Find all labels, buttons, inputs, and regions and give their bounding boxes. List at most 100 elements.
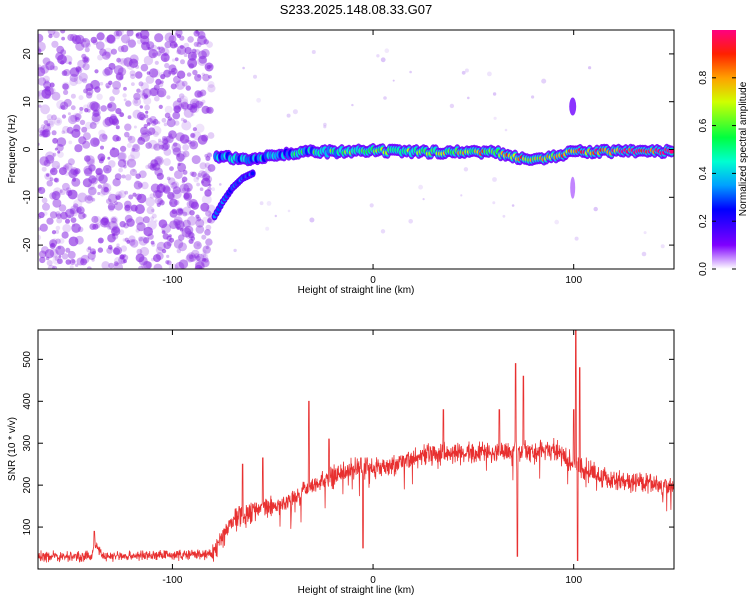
heatmap-noise-cell [131, 147, 136, 152]
heatmap-noise-cell [192, 131, 202, 141]
snr-x-ticks: -100 0 100 [162, 330, 582, 586]
heatmap-noise-cell [182, 103, 190, 110]
heatmap-noise-cell [91, 215, 99, 224]
heatmap-noise-cell [207, 132, 215, 139]
heatmap-noise-cell [171, 142, 182, 153]
heatmap-noise-cell [191, 112, 195, 117]
heatmap-noise-cell [46, 260, 53, 266]
heatmap-noise-cell [149, 87, 158, 97]
heatmap-noise-cell [205, 224, 212, 231]
heatmap-noise-cell [195, 255, 201, 261]
heatmap-noise-cell [119, 254, 125, 260]
heatmap-noise-cell [91, 116, 100, 125]
heatmap-noise-cell [189, 140, 199, 150]
heatmap-noise-cell [78, 95, 84, 101]
heatmap-noise-cell [110, 48, 117, 55]
heatmap-noise-cell [67, 158, 75, 166]
snr-panel: -100 0 100 100 200 300 400 500 Height of strai… [7, 329, 675, 596]
heatmap-noise-cell [140, 126, 149, 135]
heatmap-noise-cell [182, 206, 192, 216]
heatmap-noise-cell [199, 187, 204, 191]
heatmap-noise-cell [153, 131, 159, 138]
heatmap-noise-cell [135, 216, 145, 225]
heatmap-noise-cell [67, 112, 71, 116]
heatmap-noise-cell [135, 193, 142, 201]
heatmap-noise-cell [51, 160, 61, 170]
heatmap-noise-cell [82, 213, 87, 218]
heatmap-noise-cell [60, 60, 65, 65]
heatmap-noise-cell [61, 81, 71, 91]
heatmap-noise-cell [117, 152, 127, 161]
heatmap-noise-cell [39, 223, 48, 232]
heatmap-noise-cell [46, 114, 53, 121]
heatmap-noise-cell [56, 217, 63, 224]
heatmap-noise-cell [179, 95, 189, 105]
heatmap-noise-cell [100, 145, 104, 150]
heatmap-noise-cell [65, 187, 72, 194]
heatmap-noise-cell [108, 192, 112, 196]
heatmap-noise-cell [108, 193, 118, 204]
heatmap-noise-cell [176, 97, 182, 103]
heatmap-noise-cell [166, 240, 173, 247]
heatmap-noise-cell [175, 80, 185, 90]
heatmap-noise-cell [53, 31, 60, 39]
heatmap-noise-cell [172, 100, 183, 110]
heatmap-noise-cell [219, 183, 222, 186]
heatmap-noise-cell [90, 36, 98, 44]
heatmap-noise-cell [126, 240, 131, 244]
heatmap-noise-cell [84, 47, 90, 53]
heatmap-noise-cell [46, 173, 50, 177]
heatmap-noise-cell [123, 222, 129, 229]
heatmap-cells [38, 30, 674, 269]
heatmap-noise-cell [61, 36, 65, 41]
heatmap-noise-cell [125, 38, 136, 49]
heatmap-noise-cell [74, 113, 82, 121]
heatmap-noise-cell [132, 60, 138, 65]
heatmap-noise-cell [42, 202, 50, 211]
heatmap-noise-cell [200, 202, 210, 212]
heatmap-noise-cell [133, 92, 141, 101]
heatmap-noise-cell [182, 150, 190, 158]
heatmap-noise-cell [186, 72, 192, 77]
heatmap-y-label: Frequency (Hz) [7, 115, 18, 184]
heatmap-noise-cell [49, 177, 54, 182]
heatmap-noise-cell [199, 101, 204, 106]
heatmap-noise-cell [104, 116, 114, 126]
heatmap-noise-cell [180, 117, 185, 122]
heatmap-noise-cell [44, 127, 50, 133]
heatmap-noise-cell [492, 92, 497, 96]
heatmap-noise-cell [127, 135, 136, 144]
heatmap-noise-cell [191, 171, 197, 178]
heatmap-noise-cell [95, 167, 103, 176]
heatmap-noise-cell [88, 186, 97, 196]
heatmap-noise-cell [113, 262, 123, 269]
heatmap-noise-cell [151, 213, 157, 219]
heatmap-noise-cell [68, 114, 78, 125]
heatmap-noise-cell [86, 195, 93, 201]
heatmap-noise-cell [144, 104, 151, 111]
heatmap-noise-cell [126, 30, 134, 37]
heatmap-noise-cell [461, 70, 466, 75]
heatmap-branch-cell [250, 171, 255, 176]
heatmap-noise-cell [69, 77, 78, 86]
heatmap-noise-cell [185, 85, 191, 91]
heatmap-noise-cell [182, 187, 187, 192]
heatmap-noise-cell [51, 238, 58, 245]
heatmap-noise-cell [161, 137, 169, 145]
heatmap-noise-cell [74, 144, 83, 153]
heatmap-noise-cell [179, 208, 183, 212]
heatmap-noise-cell [65, 247, 71, 253]
heatmap-noise-cell [168, 234, 172, 238]
heatmap-noise-cell [61, 253, 69, 260]
heatmap-noise-cell [292, 109, 298, 115]
heatmap-noise-cell [102, 51, 111, 60]
heatmap-noise-cell [91, 258, 95, 262]
colorbar-tick-label: 0.2 [698, 214, 709, 228]
heatmap-noise-cell [165, 260, 170, 265]
heatmap-noise-cell [70, 105, 76, 111]
heatmap-noise-cell [133, 125, 137, 129]
heatmap-noise-cell [120, 145, 127, 152]
heatmap-noise-cell [179, 44, 184, 49]
heatmap-noise-cell [124, 160, 130, 166]
snr-border [37, 329, 675, 570]
